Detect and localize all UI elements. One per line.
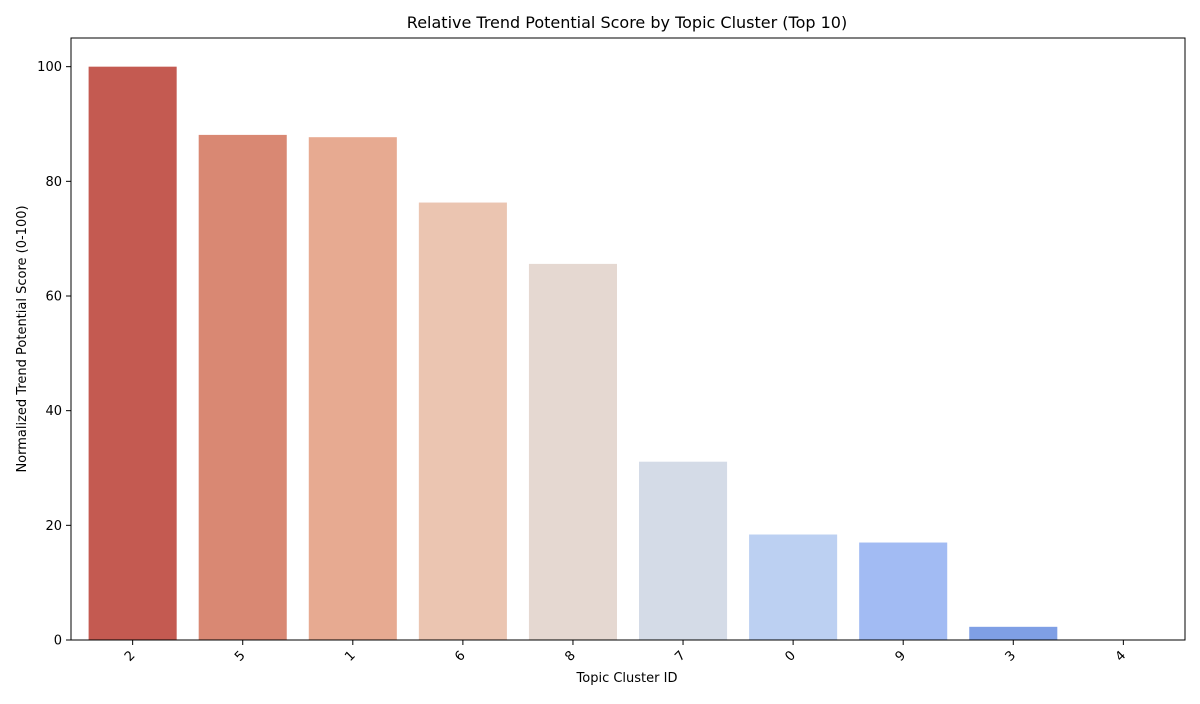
bar-cluster-8 [528,263,617,640]
x-tick-label: 3 [1003,648,1019,664]
bar-cluster-0 [749,534,838,640]
y-tick-label: 100 [37,60,62,75]
y-tick-label: 0 [54,634,62,649]
x-tick-label: 8 [562,648,578,664]
plot-frame [70,37,1186,641]
x-tick-label: 5 [232,648,248,664]
bar-cluster-1 [308,137,397,641]
x-tick-label: 2 [122,648,138,664]
y-tick-label: 20 [45,519,62,534]
x-tick-label: 4 [1113,648,1129,664]
x-axis-ticks: 2 5 1 6 8 7 0 9 3 4 [122,640,1129,665]
x-tick-label: 0 [782,648,798,664]
bar-cluster-5 [198,134,287,641]
y-tick-label: 80 [45,175,62,190]
chart-title: Relative Trend Potential Score by Topic … [407,13,847,32]
y-axis-ticks: 0 20 40 60 80 100 [37,60,71,649]
y-axis-label: Normalized Trend Potential Score (0-100) [15,205,30,472]
y-tick-label: 40 [45,404,62,419]
y-tick-label: 60 [45,290,62,305]
bar-cluster-9 [859,542,948,640]
bar-cluster-2 [88,66,177,640]
bars [88,66,1058,641]
x-axis-label: Topic Cluster ID [576,671,678,686]
x-tick-label: 9 [893,648,909,664]
x-tick-label: 7 [672,648,688,664]
bar-cluster-7 [639,461,728,640]
x-tick-label: 1 [342,648,358,664]
bar-cluster-6 [418,202,507,640]
bar-cluster-3 [969,626,1058,640]
x-tick-label: 6 [452,648,468,664]
